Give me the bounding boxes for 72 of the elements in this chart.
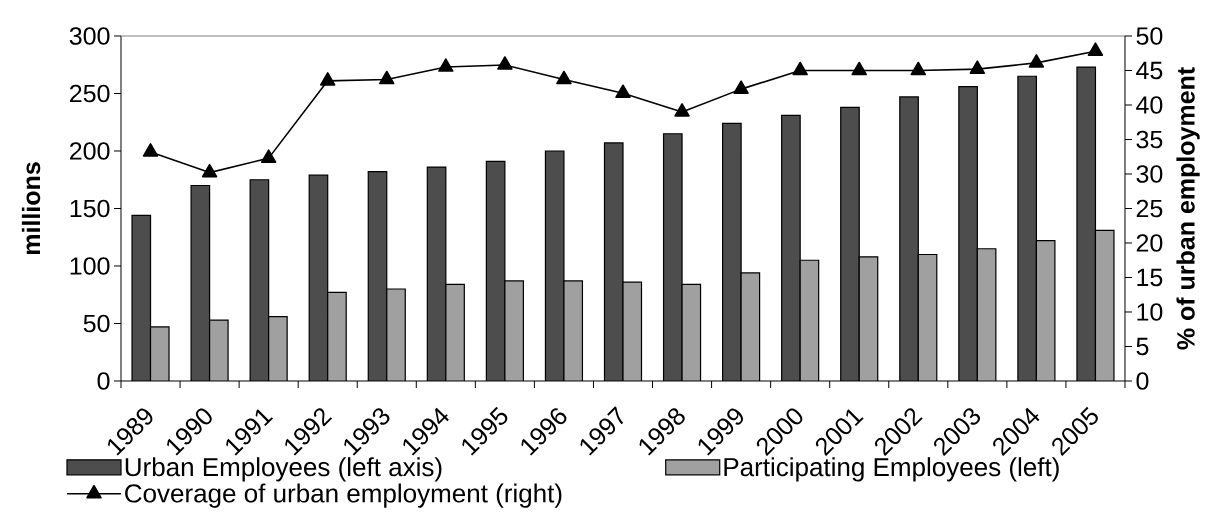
y2-tick-label: 20 — [1136, 234, 1163, 252]
point — [319, 72, 336, 86]
y-tick-label: 300 — [69, 27, 110, 45]
bar — [504, 280, 524, 381]
point — [1028, 54, 1045, 68]
bar — [268, 316, 288, 381]
legend-label: Participating Employees (left) — [724, 457, 1059, 482]
bar — [445, 284, 465, 381]
point — [379, 70, 395, 85]
point — [260, 149, 277, 163]
legend-label: Urban Employees (left axis) — [125, 457, 442, 482]
bar — [545, 151, 564, 381]
y2-tick-label: 15 — [1137, 268, 1163, 287]
point — [674, 103, 690, 117]
bar — [840, 107, 860, 381]
point — [556, 70, 572, 85]
y-tick-label: 0 — [97, 372, 110, 390]
bar — [682, 284, 701, 381]
bar — [1076, 66, 1097, 381]
bar — [327, 292, 347, 381]
y2-tick-label: 10 — [1137, 303, 1163, 321]
y2-tick-label: 45 — [1136, 61, 1163, 80]
bar — [663, 133, 683, 381]
bar — [309, 175, 328, 381]
legend-label: Coverage of urban employment (right) — [125, 483, 562, 508]
bar — [800, 260, 819, 381]
point — [438, 58, 454, 72]
bar — [191, 185, 210, 381]
bar — [368, 171, 387, 381]
bar — [386, 289, 406, 381]
bar — [859, 256, 878, 381]
y-tick-label: 150 — [70, 199, 110, 218]
y-tick-label: 50 — [83, 314, 110, 333]
point — [792, 61, 808, 76]
y2-axis-title: % of urban employment — [1176, 67, 1200, 350]
bar — [604, 142, 623, 381]
point — [910, 61, 927, 76]
bar — [563, 280, 583, 381]
y-tick-label: 100 — [70, 257, 110, 275]
y2-tick-label: 5 — [1136, 337, 1149, 356]
bar — [741, 272, 760, 381]
bar — [132, 215, 151, 381]
bar — [722, 123, 742, 381]
bar — [250, 179, 269, 381]
y2-tick-label: 35 — [1136, 130, 1163, 149]
point — [497, 56, 513, 70]
bar — [977, 248, 996, 381]
point — [969, 60, 986, 74]
bar — [1036, 240, 1055, 381]
point — [615, 84, 631, 99]
point — [142, 143, 159, 157]
y2-tick-label: 25 — [1136, 199, 1163, 218]
point — [1087, 42, 1104, 56]
bar — [486, 161, 505, 381]
point — [201, 163, 218, 178]
y2-tick-label: 0 — [1136, 372, 1149, 390]
bar — [918, 254, 937, 381]
bar — [1094, 229, 1115, 381]
bar — [1017, 76, 1037, 381]
bar — [899, 96, 919, 381]
y-tick-label: 200 — [70, 142, 110, 160]
bar — [958, 86, 978, 381]
y-axis-title: millions — [21, 162, 41, 255]
point — [733, 80, 749, 94]
point — [851, 61, 867, 76]
y2-tick-label: 30 — [1136, 165, 1163, 183]
y2-tick-label: 40 — [1136, 96, 1163, 114]
bar — [781, 115, 801, 381]
y-tick-label: 250 — [70, 84, 110, 103]
y2-tick-label: 50 — [1136, 27, 1163, 45]
bar — [427, 167, 446, 381]
bar — [623, 282, 642, 381]
